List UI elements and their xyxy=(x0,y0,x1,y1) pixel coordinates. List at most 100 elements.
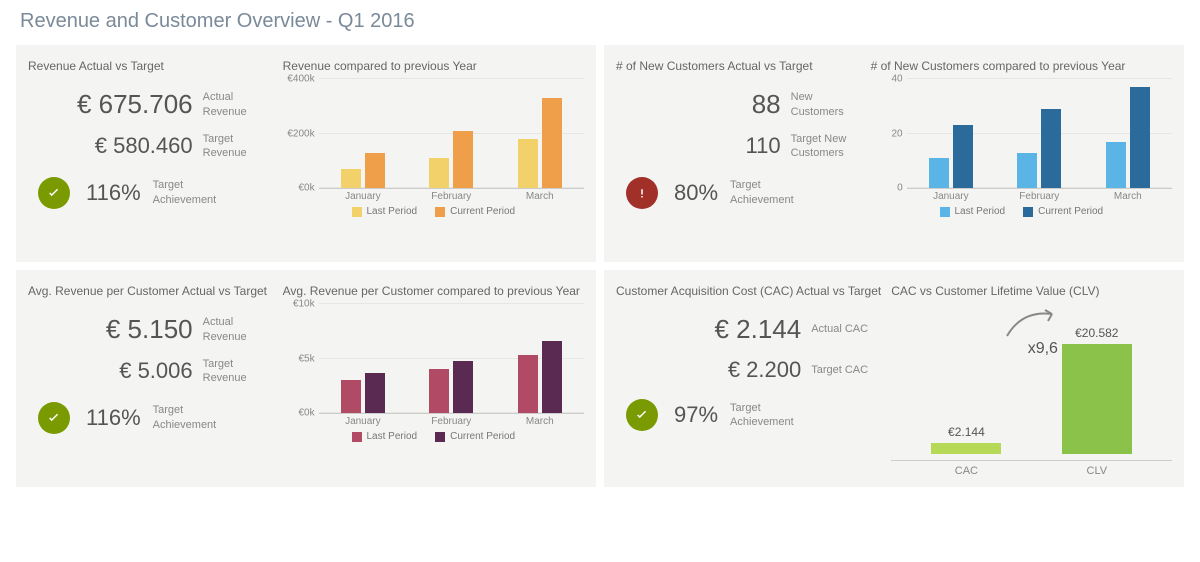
y-tick-label: €200k xyxy=(281,128,315,139)
y-tick-label: €0k xyxy=(281,408,315,419)
bar xyxy=(542,341,562,413)
y-tick-label: €400k xyxy=(281,74,315,85)
chart-title: Avg. Revenue per Customer compared to pr… xyxy=(283,284,584,298)
chart-canvas: €0k€5k€10kJanuaryFebruaryMarchLast Perio… xyxy=(283,304,584,477)
chart-title: # of New Customers compared to previous … xyxy=(871,59,1172,73)
legend-item: Last Period xyxy=(940,206,1006,217)
legend-item: Last Period xyxy=(352,431,418,442)
x-tick-label: March xyxy=(496,416,584,427)
bar xyxy=(341,380,361,413)
kpi-percent: 116% xyxy=(86,180,141,206)
kpi-actual-label: Actual CAC xyxy=(811,322,881,336)
bar xyxy=(953,125,973,188)
chart-block-arpc: Avg. Revenue per Customer compared to pr… xyxy=(283,284,584,477)
kpi-actual-value: 88 xyxy=(752,89,781,120)
check-icon xyxy=(626,399,658,431)
x-tick-label: January xyxy=(907,191,995,202)
kpi-actual-label: New Customers xyxy=(791,90,861,119)
multiplier-label: x9,6 xyxy=(1028,340,1058,358)
kpi-percent-label: Target Achievement xyxy=(730,401,800,430)
chart-canvas: €2.144 €20.582 x9,6 CAC CLV xyxy=(891,304,1172,477)
kpi-target-label: Target New Customers xyxy=(791,132,861,161)
legend-label: Last Period xyxy=(367,431,418,442)
bar xyxy=(542,98,562,188)
bar xyxy=(931,443,1001,454)
kpi-target-label: Target Revenue xyxy=(203,132,273,161)
bar xyxy=(1041,109,1061,188)
kpi-percent: 116% xyxy=(86,405,141,431)
kpi-title: # of New Customers Actual vs Target xyxy=(616,59,861,73)
legend-swatch-icon xyxy=(435,432,445,442)
legend-swatch-icon xyxy=(940,207,950,217)
alert-icon xyxy=(626,177,658,209)
bar-value-label: €20.582 xyxy=(1075,326,1118,340)
page-title: Revenue and Customer Overview - Q1 2016 xyxy=(0,0,1200,45)
x-tick-label: March xyxy=(1084,191,1172,202)
legend-swatch-icon xyxy=(352,432,362,442)
legend-label: Last Period xyxy=(955,206,1006,217)
bar xyxy=(518,355,538,413)
kpi-title: Avg. Revenue per Customer Actual vs Targ… xyxy=(28,284,273,298)
kpi-target-value: € 5.006 xyxy=(119,358,192,384)
kpi-actual-value: € 675.706 xyxy=(77,89,193,120)
kpi-percent-label: Target Achievement xyxy=(153,403,223,432)
x-tick-label: February xyxy=(407,191,495,202)
kpi-actual-value: € 2.144 xyxy=(714,314,801,345)
kpi-target-value: € 2.200 xyxy=(728,357,801,383)
kpi-actual-value: € 5.150 xyxy=(106,314,193,345)
kpi-title: Customer Acquisition Cost (CAC) Actual v… xyxy=(616,284,881,298)
legend-swatch-icon xyxy=(1023,207,1033,217)
y-tick-label: 0 xyxy=(869,183,903,194)
legend-label: Current Period xyxy=(450,431,515,442)
dashboard-grid: Revenue Actual vs Target € 675.706 Actua… xyxy=(0,45,1200,487)
bar-value-label: €2.144 xyxy=(948,425,985,439)
kpi-block-arpc: Avg. Revenue per Customer Actual vs Targ… xyxy=(28,284,273,477)
chart-block-cac: CAC vs Customer Lifetime Value (CLV) €2.… xyxy=(891,284,1172,477)
x-tick-label: January xyxy=(319,191,407,202)
bar xyxy=(453,131,473,188)
panel-customers: # of New Customers Actual vs Target 88 N… xyxy=(604,45,1184,262)
bar xyxy=(341,169,361,188)
bar xyxy=(1106,142,1126,188)
bar xyxy=(1017,153,1037,188)
kpi-target-label: Target Revenue xyxy=(203,357,273,386)
bar xyxy=(429,369,449,413)
x-tick-label: January xyxy=(319,416,407,427)
legend-swatch-icon xyxy=(352,207,362,217)
chart-block-customers: # of New Customers compared to previous … xyxy=(871,59,1172,252)
legend-item: Current Period xyxy=(435,431,515,442)
chart-canvas: €0k€200k€400kJanuaryFebruaryMarchLast Pe… xyxy=(283,79,584,252)
kpi-percent: 97% xyxy=(674,402,718,428)
bar xyxy=(365,373,385,413)
x-tick-label: CLV xyxy=(1057,465,1137,477)
x-tick-label: February xyxy=(995,191,1083,202)
x-tick-label: February xyxy=(407,416,495,427)
check-icon xyxy=(38,402,70,434)
kpi-actual-label: Actual Revenue xyxy=(203,90,273,119)
chart-canvas: 02040JanuaryFebruaryMarchLast PeriodCurr… xyxy=(871,79,1172,252)
x-tick-label: CAC xyxy=(926,465,1006,477)
kpi-percent-label: Target Achievement xyxy=(153,178,223,207)
chart-title: CAC vs Customer Lifetime Value (CLV) xyxy=(891,284,1172,298)
kpi-block-revenue: Revenue Actual vs Target € 675.706 Actua… xyxy=(28,59,273,252)
kpi-percent-label: Target Achievement xyxy=(730,178,800,207)
y-tick-label: €5k xyxy=(281,353,315,364)
bar xyxy=(1062,344,1132,454)
kpi-block-customers: # of New Customers Actual vs Target 88 N… xyxy=(616,59,861,252)
chart-title: Revenue compared to previous Year xyxy=(283,59,584,73)
y-tick-label: 40 xyxy=(869,74,903,85)
bar xyxy=(453,361,473,413)
kpi-actual-label: Actual Revenue xyxy=(203,315,273,344)
bar xyxy=(518,139,538,188)
legend-label: Current Period xyxy=(1038,206,1103,217)
kpi-block-cac: Customer Acquisition Cost (CAC) Actual v… xyxy=(616,284,881,477)
kpi-target-value: 110 xyxy=(746,133,781,159)
bar xyxy=(929,158,949,188)
kpi-title: Revenue Actual vs Target xyxy=(28,59,273,73)
panel-cac: Customer Acquisition Cost (CAC) Actual v… xyxy=(604,270,1184,487)
y-tick-label: €0k xyxy=(281,183,315,194)
legend-item: Current Period xyxy=(1023,206,1103,217)
chart-block-revenue: Revenue compared to previous Year €0k €20… xyxy=(283,59,584,252)
legend-item: Current Period xyxy=(435,206,515,217)
kpi-percent: 80% xyxy=(674,180,718,206)
